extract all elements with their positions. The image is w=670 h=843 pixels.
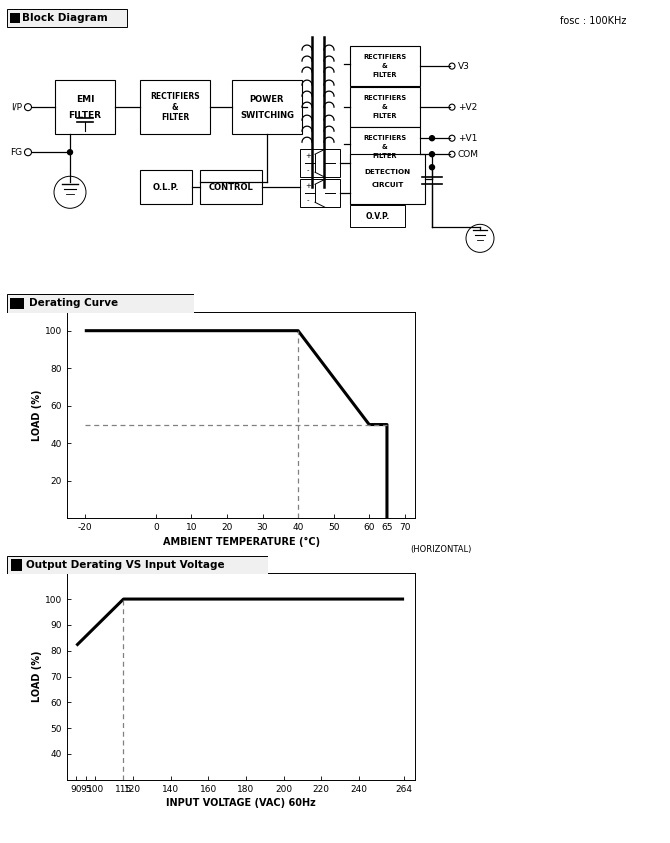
Circle shape [429, 136, 435, 141]
FancyBboxPatch shape [7, 294, 194, 313]
FancyBboxPatch shape [232, 80, 302, 134]
Text: CONTROL: CONTROL [208, 183, 253, 191]
Text: &: & [172, 103, 178, 111]
FancyBboxPatch shape [200, 170, 262, 204]
Text: -: - [307, 197, 310, 203]
Text: O.V.P.: O.V.P. [365, 212, 390, 221]
FancyBboxPatch shape [55, 80, 115, 134]
X-axis label: AMBIENT TEMPERATURE (°C): AMBIENT TEMPERATURE (°C) [163, 536, 320, 546]
Text: RECTIFIERS: RECTIFIERS [150, 92, 200, 101]
Text: O.L.P.: O.L.P. [153, 183, 180, 191]
FancyBboxPatch shape [11, 298, 23, 309]
Y-axis label: LOAD (%): LOAD (%) [32, 651, 42, 702]
Circle shape [429, 164, 435, 169]
Text: FILTER: FILTER [373, 72, 397, 78]
Text: Block Diagram: Block Diagram [22, 13, 108, 23]
Text: COM: COM [458, 150, 479, 158]
Text: +V1: +V1 [458, 134, 477, 142]
Text: +: + [305, 183, 311, 190]
FancyBboxPatch shape [300, 149, 340, 177]
Text: &: & [382, 63, 388, 69]
Text: (HORIZONTAL): (HORIZONTAL) [410, 545, 472, 554]
Text: FILTER: FILTER [373, 153, 397, 159]
Text: Derating Curve: Derating Curve [29, 298, 119, 309]
FancyBboxPatch shape [350, 127, 420, 167]
Text: V3: V3 [458, 62, 470, 71]
Text: +V2: +V2 [458, 103, 477, 111]
FancyBboxPatch shape [7, 556, 268, 574]
FancyBboxPatch shape [11, 559, 22, 571]
Circle shape [429, 152, 435, 157]
Text: -: - [307, 167, 310, 174]
Text: +: + [305, 153, 311, 159]
FancyBboxPatch shape [350, 154, 425, 204]
Text: EMI: EMI [76, 94, 94, 104]
Text: RECTIFIERS: RECTIFIERS [363, 95, 407, 101]
Text: FILTER: FILTER [373, 113, 397, 119]
FancyBboxPatch shape [140, 170, 192, 204]
Text: SWITCHING: SWITCHING [240, 110, 294, 120]
Circle shape [68, 150, 72, 155]
FancyBboxPatch shape [140, 80, 210, 134]
Text: fosc : 100KHz: fosc : 100KHz [560, 16, 626, 26]
Text: CIRCUIT: CIRCUIT [371, 182, 404, 188]
FancyBboxPatch shape [300, 180, 340, 207]
Text: Output Derating VS Input Voltage: Output Derating VS Input Voltage [26, 560, 225, 570]
Text: FG: FG [10, 148, 22, 157]
FancyBboxPatch shape [350, 206, 405, 228]
Text: &: & [382, 144, 388, 150]
Text: I/P: I/P [11, 103, 22, 111]
Text: FILTER: FILTER [68, 110, 101, 120]
Text: RECTIFIERS: RECTIFIERS [363, 136, 407, 142]
FancyBboxPatch shape [7, 9, 127, 27]
Text: &: & [382, 105, 388, 110]
FancyBboxPatch shape [350, 87, 420, 127]
X-axis label: INPUT VOLTAGE (VAC) 60Hz: INPUT VOLTAGE (VAC) 60Hz [166, 797, 316, 808]
Text: DETECTION: DETECTION [364, 169, 411, 175]
Text: FILTER: FILTER [161, 114, 189, 122]
Text: RECTIFIERS: RECTIFIERS [363, 54, 407, 61]
Y-axis label: LOAD (%): LOAD (%) [32, 389, 42, 441]
FancyBboxPatch shape [9, 13, 19, 23]
Text: POWER: POWER [250, 94, 284, 104]
FancyBboxPatch shape [350, 46, 420, 86]
